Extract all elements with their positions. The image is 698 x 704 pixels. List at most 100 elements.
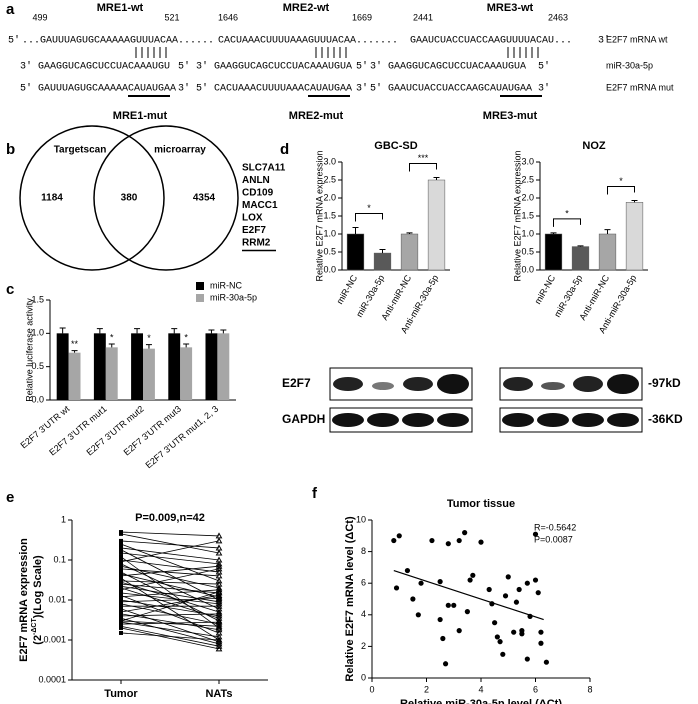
point bbox=[396, 533, 402, 539]
set-label: Targetscan bbox=[54, 145, 107, 156]
point bbox=[538, 640, 544, 646]
significance: * bbox=[147, 333, 151, 343]
gene-name: CD109 bbox=[242, 188, 274, 199]
y-tick-label: 0.0001 bbox=[38, 674, 66, 684]
y-tick-label: 2.0 bbox=[521, 192, 534, 202]
significance-bracket bbox=[607, 186, 635, 195]
error-bar bbox=[171, 328, 178, 334]
point bbox=[524, 580, 530, 586]
point bbox=[119, 554, 123, 559]
x-tick-label: 8 bbox=[587, 684, 592, 694]
y-axis-label: Relative luciferase activity bbox=[24, 298, 34, 402]
point bbox=[418, 580, 424, 586]
error-bar bbox=[379, 248, 386, 254]
blot-band bbox=[332, 413, 364, 427]
western-blot: E2F7 GAPDH -97kD -36KD bbox=[282, 367, 683, 433]
bar bbox=[625, 202, 644, 271]
pair-line bbox=[120, 580, 220, 585]
blot-band bbox=[503, 377, 533, 391]
venn-circle bbox=[19, 125, 165, 271]
blot-band bbox=[607, 374, 639, 394]
annotation: P=0.0087 bbox=[534, 534, 573, 544]
y-tick-label: 1.0 bbox=[521, 228, 534, 238]
position-number: 499 bbox=[32, 12, 47, 22]
x-tick-label: 0 bbox=[369, 684, 374, 694]
point bbox=[456, 537, 462, 544]
blot-band bbox=[437, 413, 469, 427]
y-tick-label: 4 bbox=[361, 609, 366, 619]
gene-name: LOX bbox=[242, 213, 263, 224]
x-tick-label: E2F7 3'UTR mut1, 2, 3 bbox=[143, 404, 220, 471]
venn-count: 1184 bbox=[41, 193, 63, 204]
error-bar bbox=[208, 329, 215, 334]
point bbox=[516, 586, 522, 593]
y-axis-label: Relative E2F7 mRNA expression bbox=[314, 150, 324, 281]
pair-line bbox=[120, 565, 220, 577]
sequence-segment: 5' bbox=[178, 61, 190, 73]
blot-band bbox=[437, 374, 469, 394]
y-tick-label: 0 bbox=[361, 672, 366, 682]
pair-line bbox=[120, 589, 220, 598]
point bbox=[532, 577, 539, 583]
point bbox=[119, 599, 123, 604]
significance: ** bbox=[71, 339, 79, 349]
significance: *** bbox=[418, 153, 429, 163]
pair-line bbox=[120, 559, 220, 573]
y-tick-label: 1.0 bbox=[323, 228, 336, 238]
bar bbox=[68, 352, 81, 400]
error-bar bbox=[550, 232, 557, 234]
error-bar bbox=[433, 176, 440, 180]
point bbox=[119, 601, 123, 606]
gene-name: SLC7A11 bbox=[242, 163, 286, 174]
pair-line bbox=[120, 563, 220, 610]
point bbox=[215, 572, 223, 579]
legend-swatch bbox=[196, 282, 204, 290]
pair-line bbox=[120, 599, 220, 617]
point bbox=[215, 537, 223, 544]
point bbox=[535, 590, 541, 596]
row-label: miR-30a-5p bbox=[606, 60, 653, 70]
sequence-segment: 3' bbox=[598, 35, 610, 47]
panel-letter: e bbox=[6, 489, 14, 506]
y-tick-label: 0.01 bbox=[48, 594, 66, 604]
point bbox=[451, 602, 457, 608]
pair-line bbox=[120, 591, 220, 622]
venn-count: 4354 bbox=[193, 193, 216, 204]
bar bbox=[168, 333, 181, 400]
gene-name: RRM2 bbox=[242, 238, 271, 249]
blot-band bbox=[502, 413, 534, 427]
point bbox=[215, 610, 223, 617]
position-number: 1646 bbox=[218, 12, 238, 22]
panel-letter: b bbox=[6, 141, 15, 158]
pair-line bbox=[120, 595, 220, 613]
point bbox=[478, 539, 484, 545]
pair-line bbox=[120, 621, 220, 638]
y-tick-label: 2.5 bbox=[323, 174, 336, 184]
sequence-segment: 5' bbox=[538, 61, 550, 73]
point bbox=[462, 530, 468, 536]
y-axis-label: Relative E2F7 mRNA expression bbox=[512, 150, 522, 281]
pair-line bbox=[120, 556, 220, 629]
position-number: 521 bbox=[164, 12, 179, 22]
point bbox=[119, 616, 123, 621]
point bbox=[538, 629, 544, 635]
bar bbox=[180, 347, 193, 400]
chart-title: NOZ bbox=[582, 140, 606, 152]
point bbox=[442, 661, 449, 667]
point bbox=[119, 559, 123, 564]
point bbox=[215, 586, 223, 593]
pair-line bbox=[120, 531, 220, 537]
y-axis-unit-part: -ΔCT bbox=[31, 618, 38, 635]
point bbox=[524, 656, 530, 662]
bar bbox=[205, 333, 218, 400]
site-label: MRE1-mut bbox=[113, 110, 168, 122]
bar bbox=[400, 233, 419, 271]
error-bar bbox=[577, 245, 584, 247]
blot-band bbox=[333, 377, 363, 391]
bar bbox=[217, 333, 230, 400]
point bbox=[519, 631, 525, 637]
blot-band bbox=[572, 413, 604, 427]
sequence-segment: 3' bbox=[370, 61, 382, 73]
pair-line bbox=[120, 552, 220, 565]
